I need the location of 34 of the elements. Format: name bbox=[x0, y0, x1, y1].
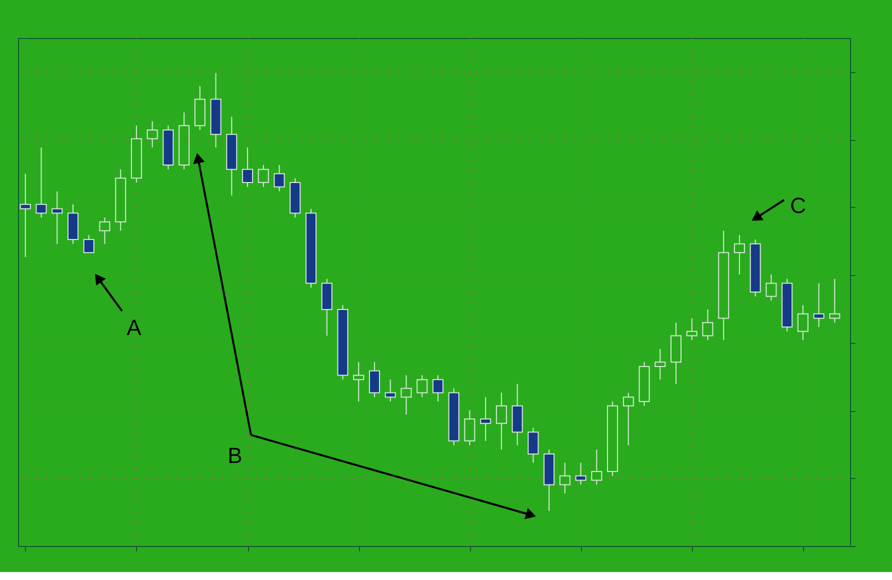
candlestick bbox=[622, 392, 634, 446]
annotation: B bbox=[228, 443, 242, 468]
candlestick bbox=[52, 190, 63, 244]
candlestick bbox=[734, 234, 745, 275]
candlestick bbox=[36, 146, 47, 218]
candlestick bbox=[829, 278, 840, 324]
candlestick bbox=[528, 427, 539, 464]
candlestick bbox=[258, 164, 269, 188]
candlestick bbox=[353, 362, 364, 402]
candlestick bbox=[146, 120, 158, 148]
annotation: C bbox=[790, 193, 806, 218]
candlestick bbox=[384, 379, 396, 402]
candlestick bbox=[400, 374, 412, 416]
candlestick bbox=[766, 274, 777, 302]
candlestick bbox=[274, 164, 285, 192]
candlestick bbox=[99, 217, 110, 244]
annotation: A bbox=[126, 315, 142, 340]
candlestick bbox=[575, 462, 586, 486]
candlestick bbox=[480, 396, 492, 442]
candlestick bbox=[83, 234, 94, 254]
candlestick bbox=[654, 348, 666, 380]
candlestick bbox=[702, 309, 714, 341]
candlestick bbox=[432, 374, 444, 402]
candlestick bbox=[591, 449, 602, 486]
candlestick bbox=[416, 374, 428, 398]
candlestick bbox=[368, 362, 380, 398]
candlestick bbox=[797, 304, 808, 341]
candlestick bbox=[20, 173, 31, 258]
candlestick bbox=[813, 282, 824, 328]
candlestick bbox=[559, 462, 570, 494]
candlestick bbox=[242, 146, 254, 188]
candlestick bbox=[496, 392, 507, 450]
candlestick bbox=[686, 318, 698, 341]
candlestick bbox=[464, 410, 476, 446]
